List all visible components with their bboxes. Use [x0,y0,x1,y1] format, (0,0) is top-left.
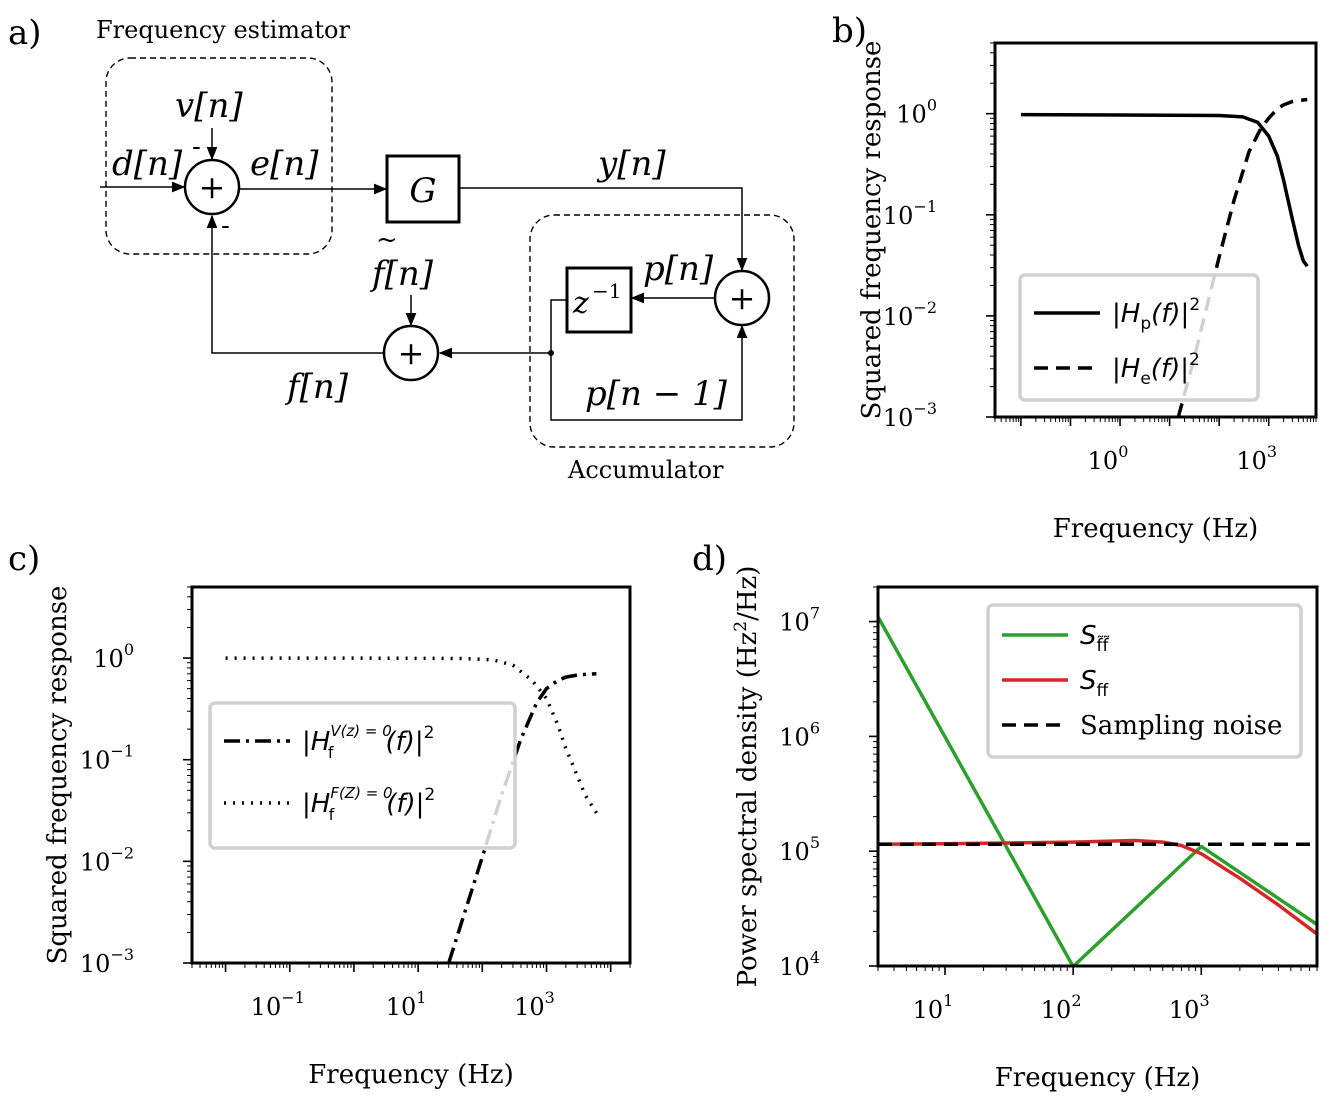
legend-box [986,603,1303,759]
y-tick-label: 104 [779,948,820,981]
panel-b-label: b) [832,11,867,51]
x-tick-label: 10−1 [251,988,305,1021]
x-tick-label: 103 [1236,442,1277,475]
y-tick-label: 105 [779,833,820,866]
accumulator-title: Accumulator [567,456,724,484]
x-tick-label: 103 [1169,991,1210,1024]
y-tick-label: 100 [896,96,937,129]
chart-c-frame [190,585,632,965]
panel-a-diagram: a) Frequency estimator Accumulator + + +… [8,13,795,484]
series-line-2 [225,656,598,814]
chart-d-frame [876,585,1319,968]
y-axis-label: Power spectral density (Hz2/Hz) [731,566,763,988]
x-axis-label: Frequency (Hz) [995,1063,1201,1093]
y-axis-label: Squared frequency response [43,586,73,965]
y-tick-label: 106 [779,718,820,751]
delay-exponent: −1 [592,279,621,303]
sum-symbol-3: + [398,334,425,372]
y-tick-label: 10−2 [883,298,937,331]
chart-c-series [225,656,598,963]
signal-f-tilde: f[n] [369,254,434,294]
y-axis-label: Squared frequency response [857,41,887,420]
chart-b-legend: |Hp(f)|2 |He(f)|2 [1018,273,1260,402]
legend-label-1: |HV(z) = 0 f (f)|2 [302,722,434,762]
chart-d-series [878,615,1317,966]
series-line-2 [878,838,1317,936]
x-tick-label: 102 [1041,991,1082,1024]
chart-d-legend: Sf̃f̃ Sff Sampling noise [986,603,1303,759]
sum-symbol-2: + [729,279,756,317]
signal-p-prev: p[n − 1] [585,374,728,414]
series-line-1 [447,672,597,963]
legend-label-1: |Hp(f)|2 [1112,295,1200,334]
estimator-title: Frequency estimator [96,16,350,44]
x-tick-label: 100 [1088,442,1129,475]
signal-v: v[n] [175,86,243,126]
series-line-1 [878,615,1317,966]
y-tick-label: 10−2 [80,843,134,876]
wire-junction-dot [548,350,554,356]
y-tick-label: 100 [93,640,134,673]
accumulator-dashed-box [529,214,795,448]
signal-e: e[n] [250,144,319,184]
series-line-1 [1020,112,1309,268]
chart-b-frame [993,41,1318,419]
x-tick-label: 101 [386,988,427,1021]
x-tick-label: 101 [913,991,954,1024]
minus-sign-top: - [192,132,201,162]
wire-y [459,187,748,272]
signal-y: y[n] [596,144,666,184]
signal-p: p[n] [643,249,714,289]
delay-label: z [572,286,589,321]
y-tick-label: 10−1 [883,197,937,230]
panel-d-label: d) [692,539,727,579]
x-axis-label: Frequency (Hz) [1053,514,1259,544]
sum-symbol-1: + [199,168,226,206]
legend-label-2: Sff [1080,666,1110,701]
signal-f: f[n] [284,367,349,407]
signal-f-tilde-mark: ~ [376,225,398,255]
chart-c-legend: |HV(z) = 0 f (f)|2 |HF(Z) = 0 f (f)|2 [208,701,517,850]
wire-delay-out [550,299,748,421]
legend-label-3: Sampling noise [1080,711,1282,741]
legend-label-2: |HF(Z) = 0 f (f)|2 [302,784,435,824]
y-tick-label: 10−3 [883,399,937,432]
legend-label-2: |He(f)|2 [1112,350,1200,389]
panel-c-label: c) [8,539,40,579]
y-tick-label: 10−3 [80,945,134,978]
panel-a-label: a) [8,13,42,53]
chart-d: 101 102 103 107 106 105 104 Frequency (Hz) Power… [731,566,1319,1093]
y-tick-label: 107 [779,604,820,637]
wire-f-feedback [206,214,384,354]
minus-sign-bottom: - [221,211,230,241]
chart-b: 100 103 100 10−1 10−2 10−3 Frequency (Hz) Squar… [857,41,1318,544]
x-axis-label: Frequency (Hz) [308,1060,514,1090]
y-tick-label: 10−1 [80,742,134,775]
gain-label: G [409,171,436,211]
legend-label-1: Sf̃f̃ [1080,621,1110,656]
chart-c: 10−1 101 103 100 10−1 10−2 10−3 Frequency (Hz) S… [43,585,632,1090]
estimator-dashed-box [105,57,333,255]
signal-d: d[n] [112,144,183,184]
x-tick-label: 103 [514,988,555,1021]
